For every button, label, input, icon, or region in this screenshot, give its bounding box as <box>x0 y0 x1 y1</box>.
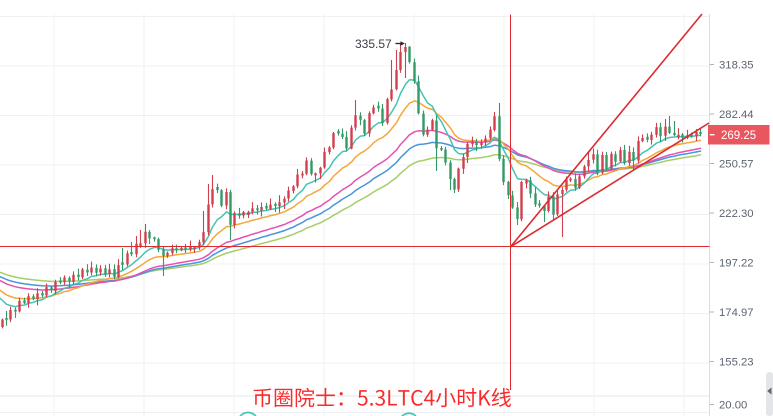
svg-text:335.57: 335.57 <box>355 37 392 51</box>
svg-text:250.57: 250.57 <box>719 159 754 171</box>
svg-text:282.44: 282.44 <box>719 109 754 121</box>
svg-text:197.22: 197.22 <box>719 258 754 270</box>
svg-text:269.25: 269.25 <box>721 130 756 142</box>
svg-text:222.30: 222.30 <box>719 208 754 220</box>
svg-text:155.23: 155.23 <box>719 357 754 369</box>
svg-text:318.35: 318.35 <box>719 60 754 72</box>
svg-text:20.00: 20.00 <box>719 400 747 412</box>
svg-text:174.97: 174.97 <box>719 307 754 319</box>
